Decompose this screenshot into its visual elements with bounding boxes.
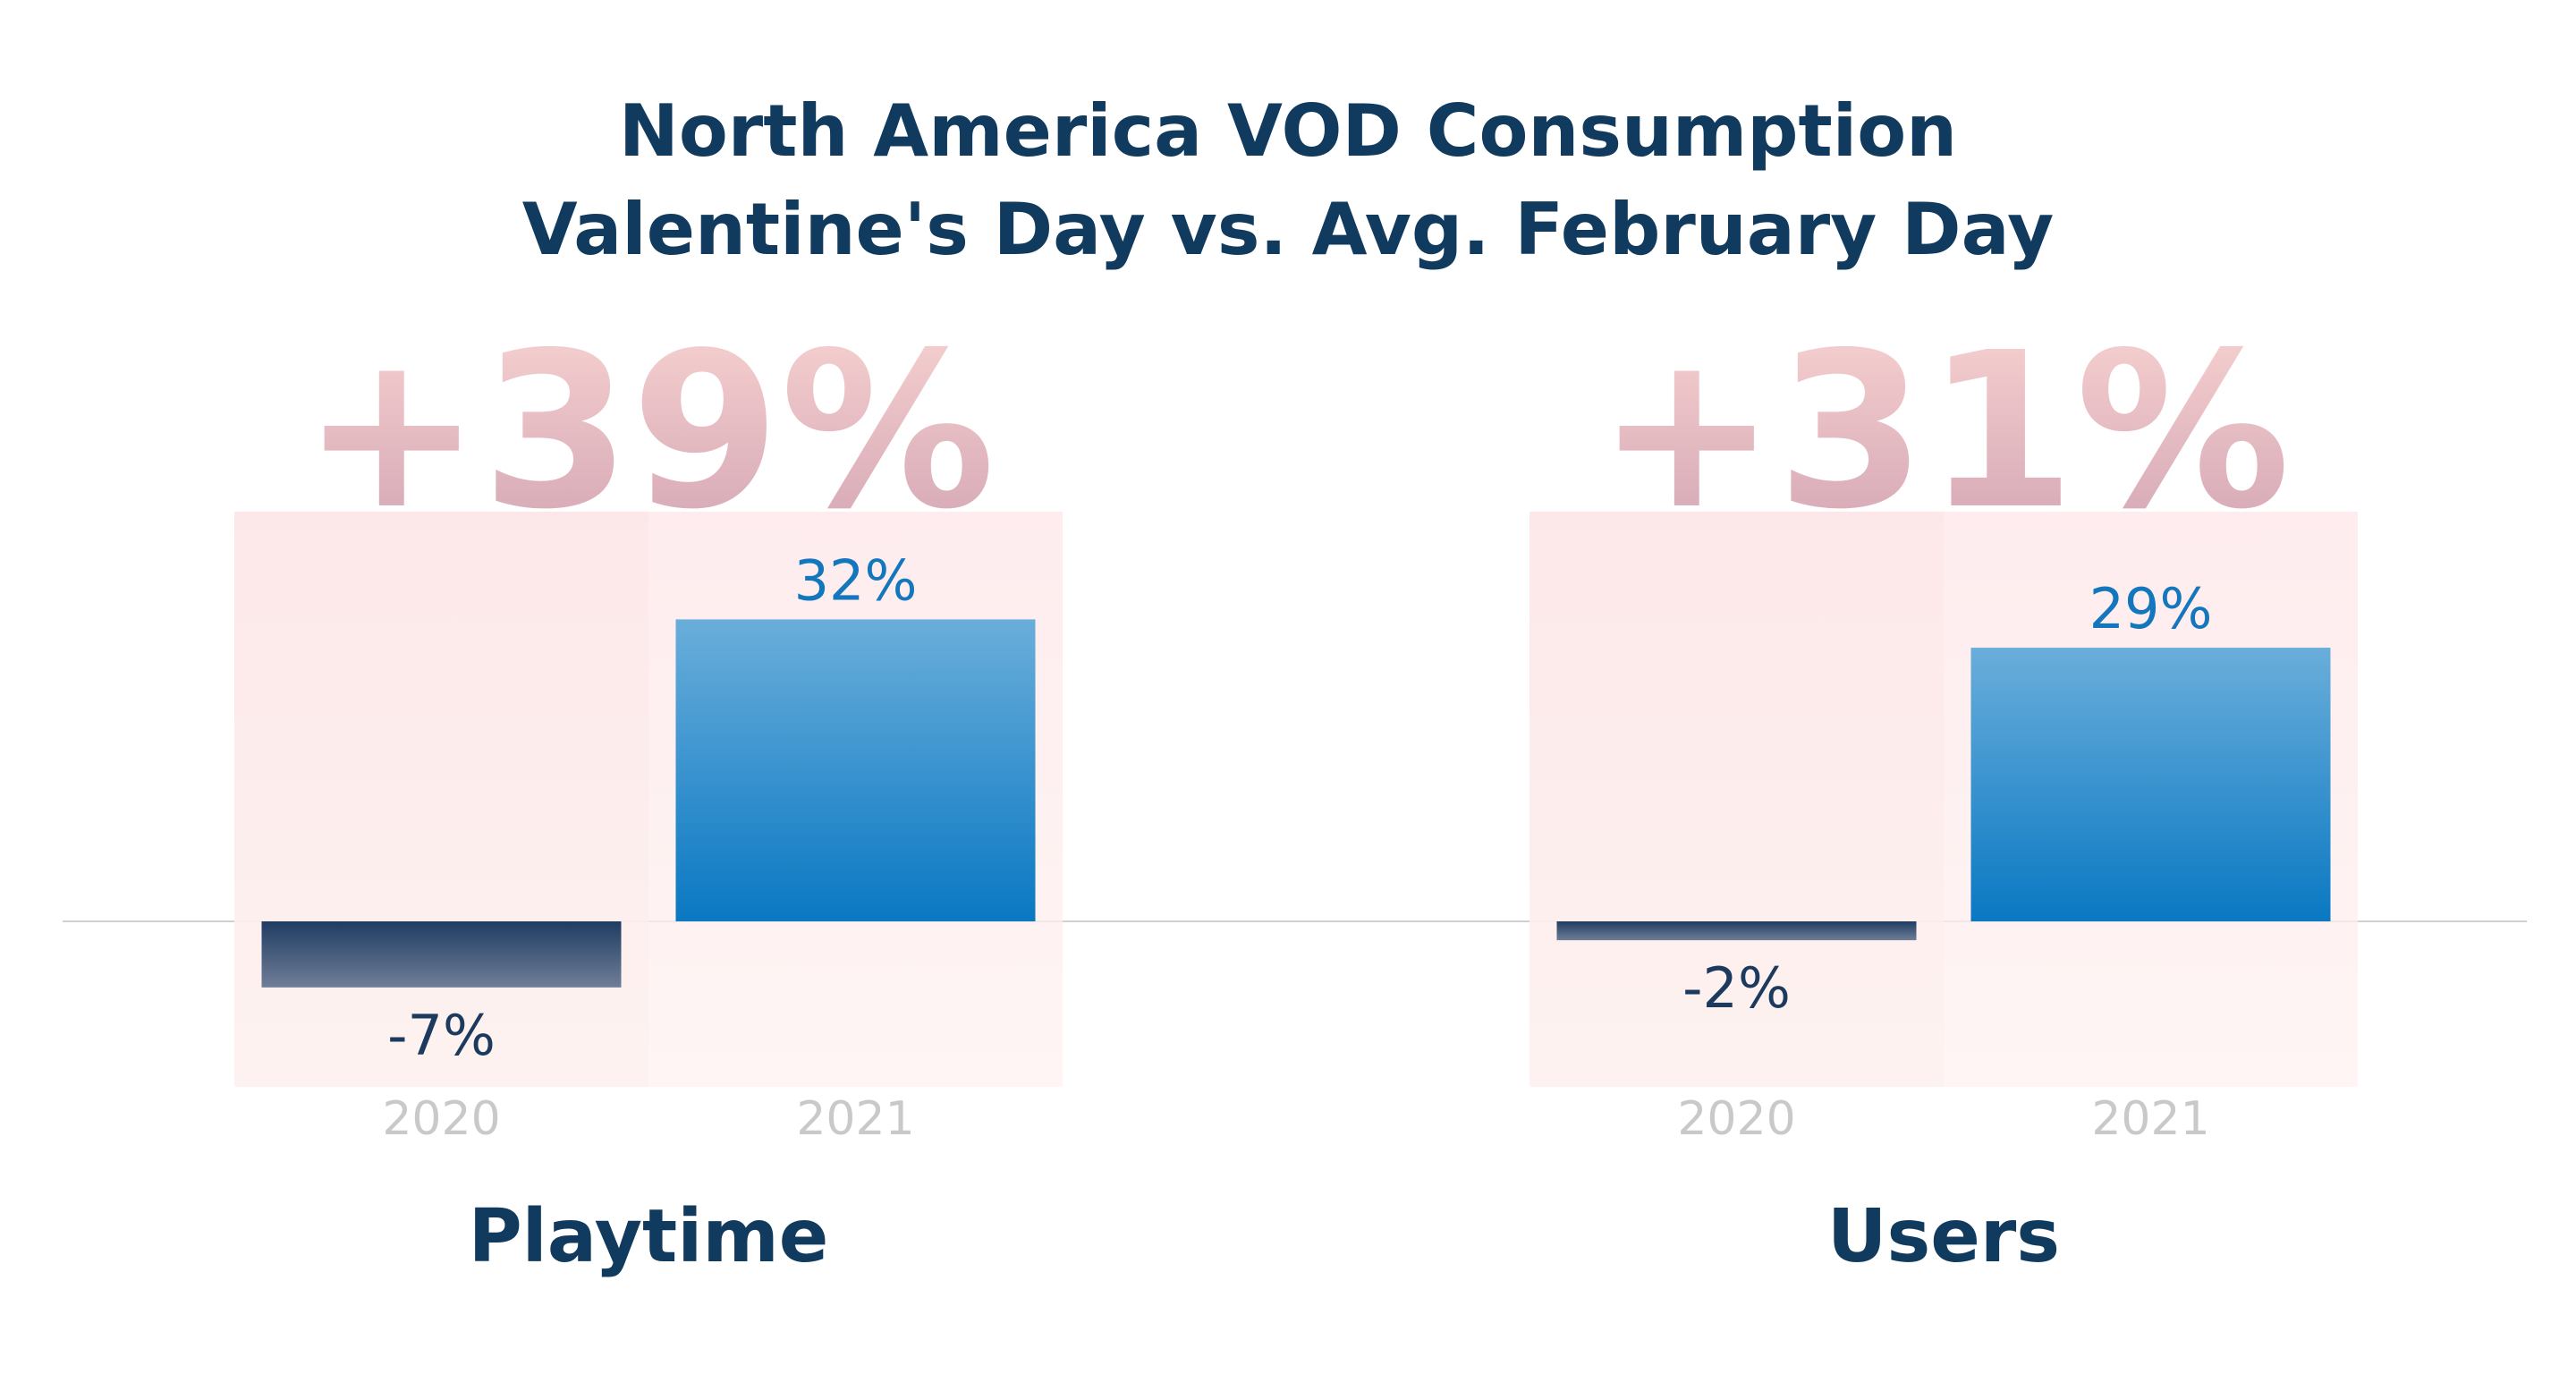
change-label-0: +39% xyxy=(301,306,996,556)
year-label-2020-1: 2020 xyxy=(1677,1092,1795,1146)
year-label-2021-1: 2021 xyxy=(2091,1092,2209,1146)
value-label-2020-1: -2% xyxy=(1682,955,1791,1021)
year-label-2021-0: 2021 xyxy=(796,1092,914,1146)
panel-2020-0 xyxy=(234,512,648,1087)
bar-2020-1 xyxy=(1556,921,1917,941)
value-label-2020-0: -7% xyxy=(387,1003,496,1068)
bar-2020-0 xyxy=(261,921,622,988)
change-label-1: +31% xyxy=(1597,306,2291,556)
value-label-2021-0: 32% xyxy=(794,547,918,613)
chart-title-line-2: Valentine's Day vs. Avg. February Day xyxy=(521,188,2055,271)
category-label-0: Playtime xyxy=(469,1194,829,1279)
panel-2020-1 xyxy=(1530,512,1944,1087)
category-label-1: Users xyxy=(1827,1194,2060,1279)
bar-2021-1 xyxy=(1970,648,2331,921)
chart-title-line-1: North America VOD Consumption xyxy=(618,89,1958,173)
value-label-2021-1: 29% xyxy=(2089,576,2213,641)
bar-2021-0 xyxy=(675,619,1036,921)
year-label-2020-0: 2020 xyxy=(382,1092,500,1146)
